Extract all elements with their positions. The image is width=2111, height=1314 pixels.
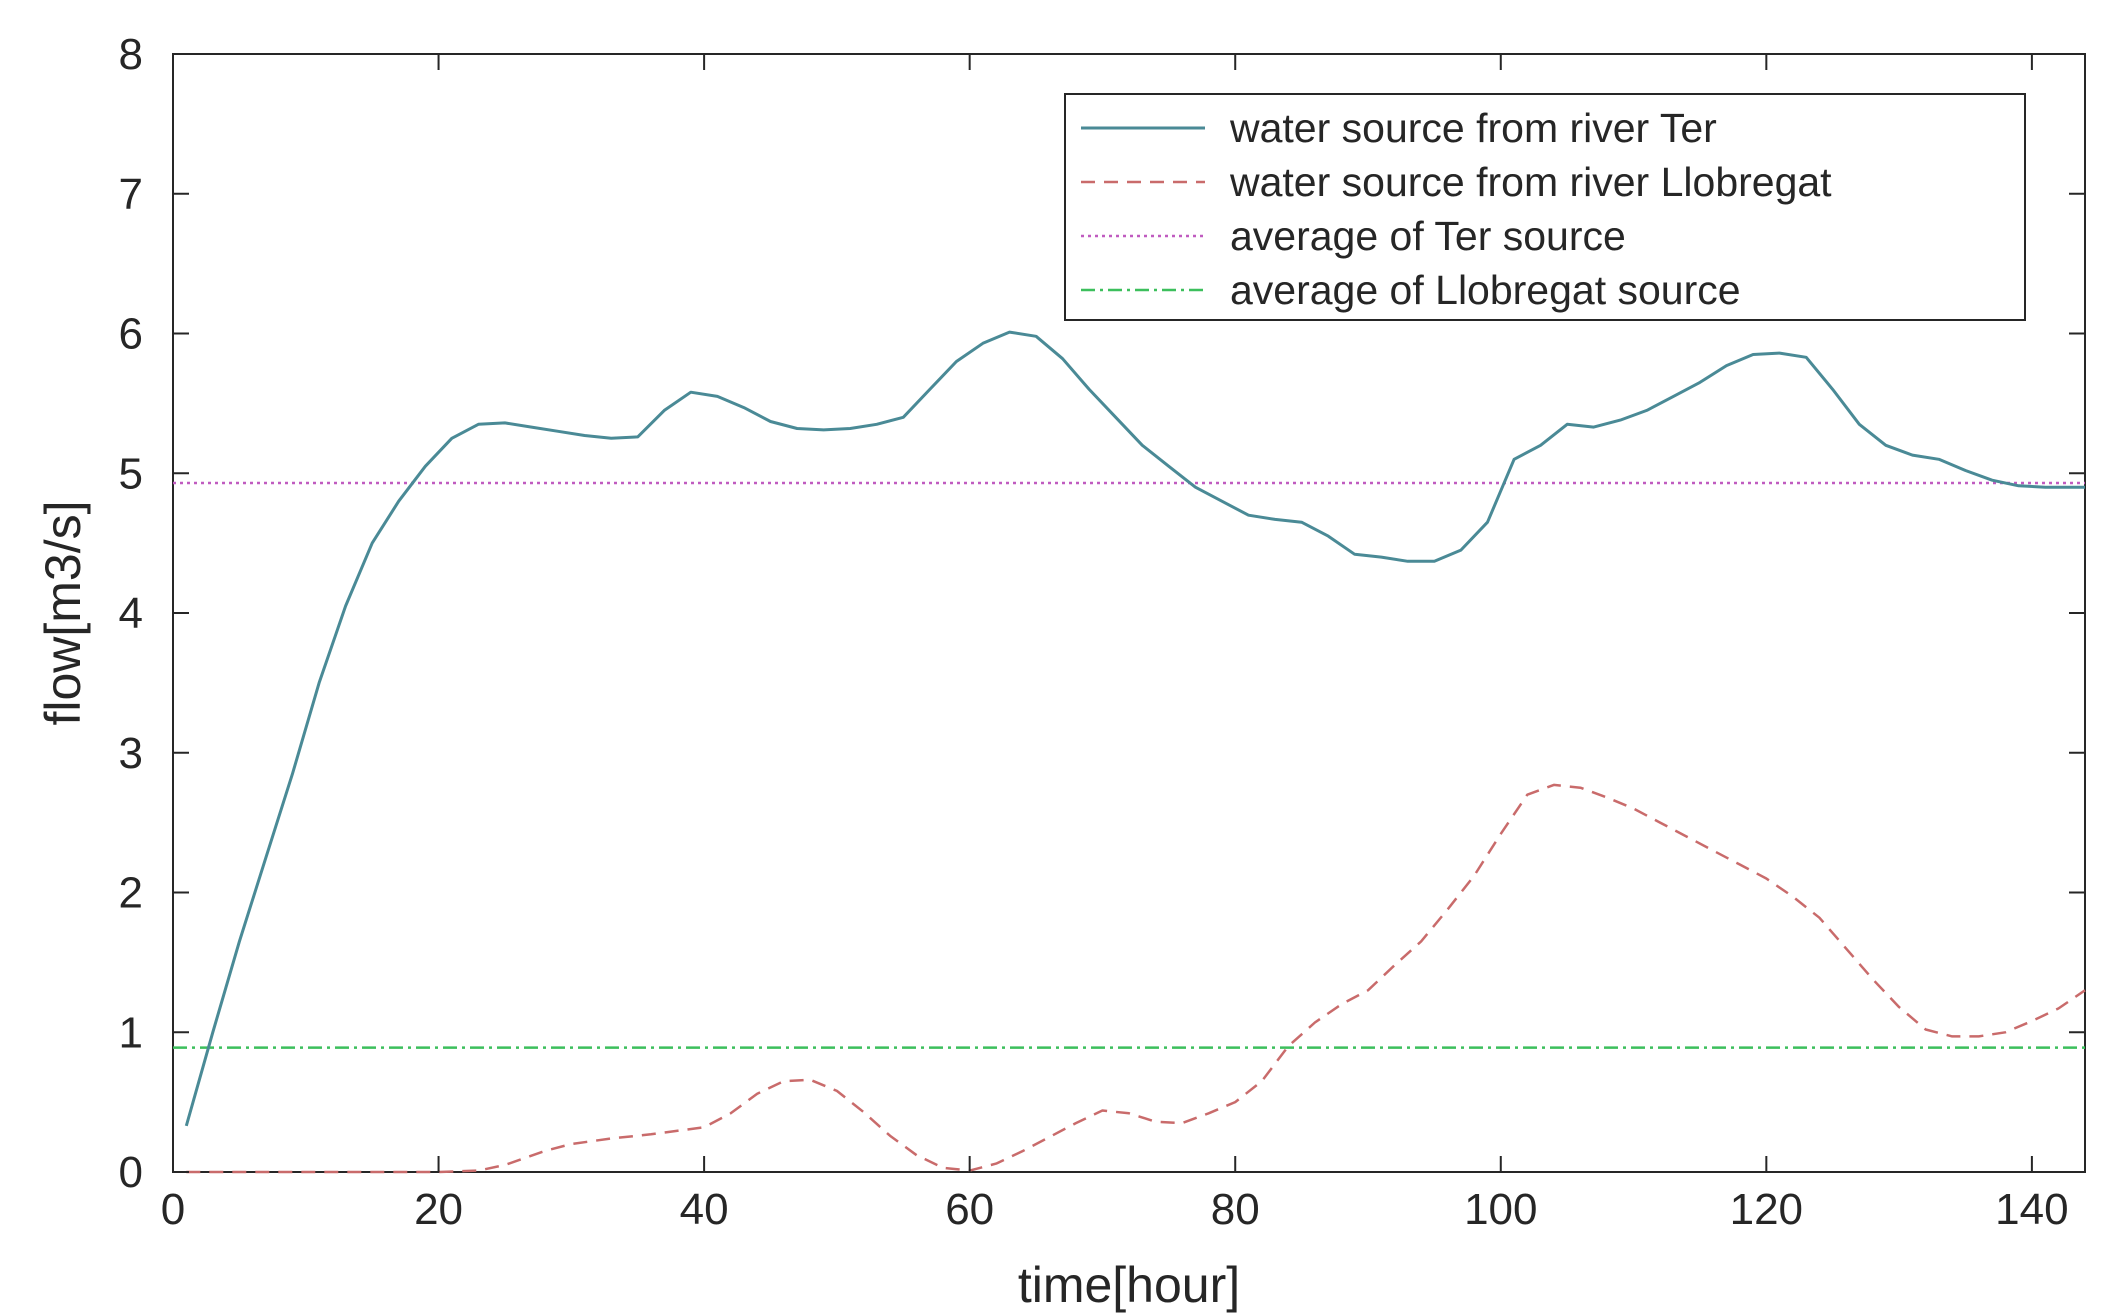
series-layer bbox=[173, 330, 2086, 1174]
legend: water source from river Ter water source … bbox=[1064, 93, 2026, 321]
y-tick-label: 3 bbox=[119, 729, 143, 778]
legend-label: average of Ter source bbox=[1230, 213, 1626, 259]
x-tick-label: 100 bbox=[1464, 1185, 1537, 1234]
y-tick-label: 5 bbox=[119, 449, 143, 498]
y-tick-label: 6 bbox=[119, 310, 143, 359]
y-tick-label: 2 bbox=[119, 869, 143, 918]
y-tick-label: 0 bbox=[119, 1148, 143, 1197]
series-line-0 bbox=[184, 330, 2085, 1127]
x-tick-label: 120 bbox=[1730, 1185, 1803, 1234]
x-tick-label: 140 bbox=[1995, 1185, 2068, 1234]
x-tick-label: 60 bbox=[945, 1185, 994, 1234]
y-tick-label: 8 bbox=[119, 30, 143, 79]
y-tick-label: 4 bbox=[119, 589, 143, 638]
y-axis-label: flow[m3/s] bbox=[35, 500, 91, 725]
x-tick-label: 20 bbox=[414, 1185, 463, 1234]
legend-label: average of Llobregat source bbox=[1230, 267, 1741, 313]
x-tick-label: 80 bbox=[1211, 1185, 1260, 1234]
y-tick-label: 1 bbox=[119, 1008, 143, 1057]
legend-box bbox=[1064, 93, 2026, 321]
y-tick-label: 7 bbox=[119, 170, 143, 219]
x-tick-label: 0 bbox=[161, 1185, 185, 1234]
ticks-layer: 0 20 40 60 80 100 120 140 0 1 2 3 4 5 6 7 8 bbox=[119, 30, 2085, 1234]
x-axis-label: time[hour] bbox=[1018, 1257, 1240, 1313]
x-tick-label: 40 bbox=[680, 1185, 729, 1234]
legend-label: water source from river Ter bbox=[1229, 105, 1717, 151]
series-line-1 bbox=[186, 783, 2086, 1174]
legend-label: water source from river Llobregat bbox=[1229, 159, 1832, 205]
